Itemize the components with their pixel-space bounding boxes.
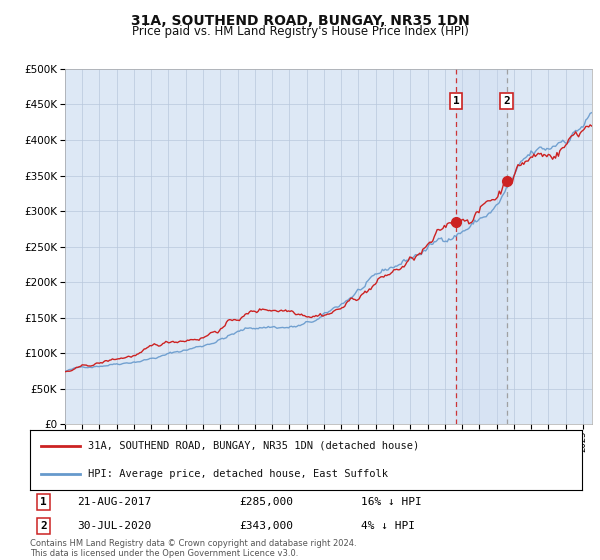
Text: 1: 1 [40,497,47,507]
Text: 16% ↓ HPI: 16% ↓ HPI [361,497,422,507]
Bar [456,69,506,424]
Text: 4% ↓ HPI: 4% ↓ HPI [361,521,415,531]
Text: 1: 1 [452,96,459,106]
Text: £343,000: £343,000 [240,521,294,531]
Text: Price paid vs. HM Land Registry's House Price Index (HPI): Price paid vs. HM Land Registry's House … [131,25,469,38]
Text: 2: 2 [503,96,510,106]
Text: 31A, SOUTHEND ROAD, BUNGAY, NR35 1DN (detached house): 31A, SOUTHEND ROAD, BUNGAY, NR35 1DN (de… [88,441,419,451]
Text: 2: 2 [40,521,47,531]
Text: HPI: Average price, detached house, East Suffolk: HPI: Average price, detached house, East… [88,469,388,479]
Text: Contains HM Land Registry data © Crown copyright and database right 2024.
This d: Contains HM Land Registry data © Crown c… [30,539,356,558]
Text: 21-AUG-2017: 21-AUG-2017 [77,497,151,507]
Text: 30-JUL-2020: 30-JUL-2020 [77,521,151,531]
Text: 31A, SOUTHEND ROAD, BUNGAY, NR35 1DN: 31A, SOUTHEND ROAD, BUNGAY, NR35 1DN [131,14,469,28]
Text: £285,000: £285,000 [240,497,294,507]
